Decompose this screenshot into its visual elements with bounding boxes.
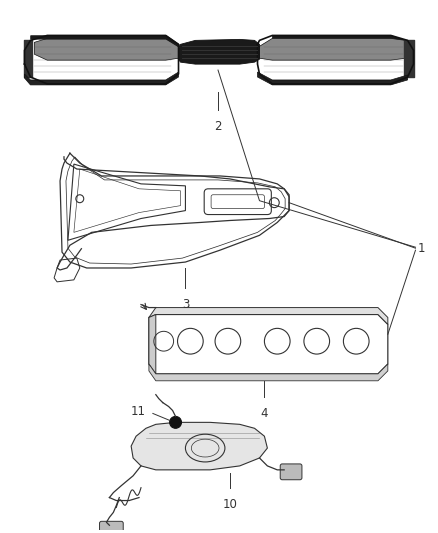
- Polygon shape: [34, 38, 179, 60]
- Text: 11: 11: [131, 405, 146, 418]
- Polygon shape: [131, 422, 267, 470]
- Polygon shape: [179, 39, 259, 64]
- Polygon shape: [25, 72, 179, 85]
- Polygon shape: [259, 38, 406, 60]
- Text: 1: 1: [417, 241, 425, 255]
- Text: 3: 3: [182, 297, 189, 311]
- Polygon shape: [149, 364, 388, 381]
- FancyBboxPatch shape: [99, 521, 123, 533]
- Text: 2: 2: [214, 119, 222, 133]
- Text: 4: 4: [261, 407, 268, 419]
- Polygon shape: [149, 308, 388, 325]
- Text: 10: 10: [223, 498, 237, 511]
- FancyBboxPatch shape: [280, 464, 302, 480]
- Polygon shape: [149, 314, 156, 374]
- Polygon shape: [258, 72, 408, 85]
- Circle shape: [170, 416, 181, 429]
